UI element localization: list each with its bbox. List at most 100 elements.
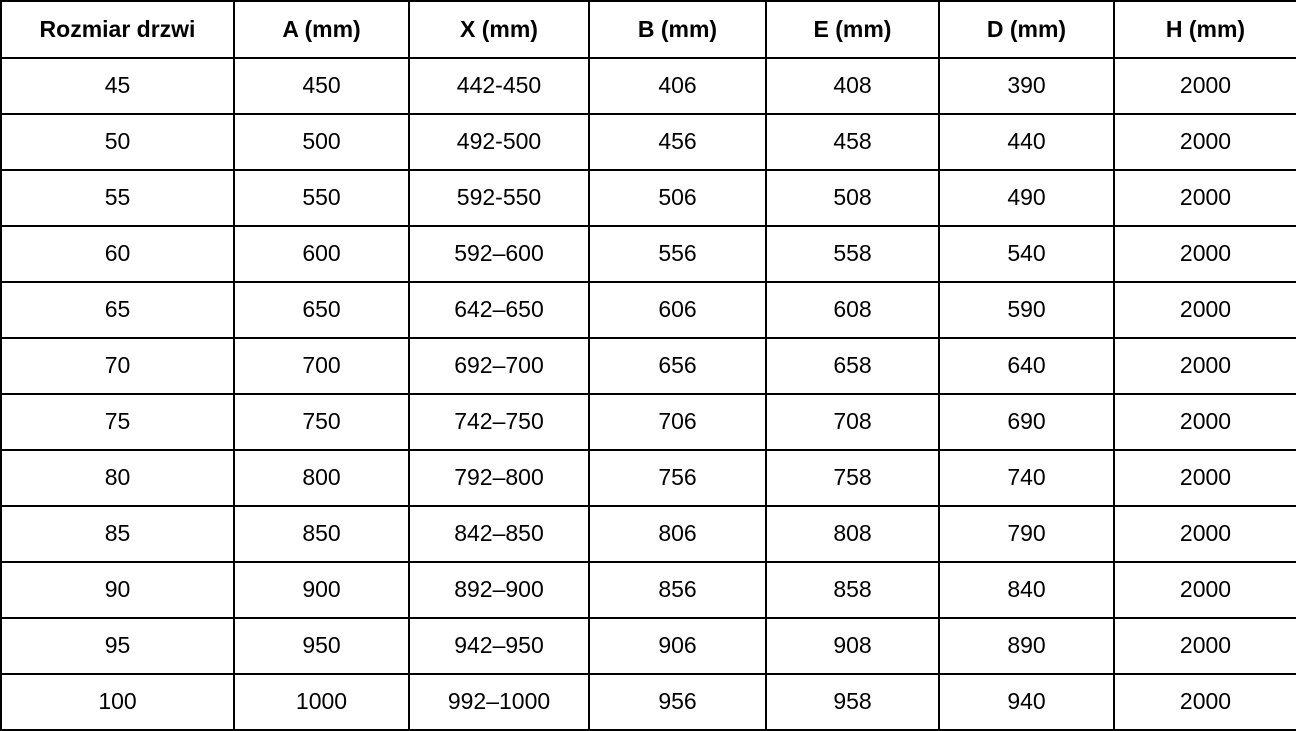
table-cell: 50 <box>0 113 235 171</box>
table-body: 45 450 442-450 406 408 390 2000 50 500 492-500 456… <box>0 57 1296 731</box>
table-cell: 740 <box>938 449 1115 507</box>
table-cell: 558 <box>765 225 940 283</box>
table-cell: 492-500 <box>408 113 590 171</box>
table-cell: 75 <box>0 393 235 451</box>
table-cell: 1000 <box>233 673 410 731</box>
table-row: 75 750 742–750 706 708 690 2000 <box>0 393 1296 451</box>
table-cell: 80 <box>0 449 235 507</box>
column-header: B (mm) <box>588 0 767 59</box>
table-cell: 642–650 <box>408 281 590 339</box>
table-cell: 2000 <box>1113 169 1296 227</box>
table-cell: 85 <box>0 505 235 563</box>
column-header: D (mm) <box>938 0 1115 59</box>
table-cell: 650 <box>233 281 410 339</box>
table-row: 60 600 592–600 556 558 540 2000 <box>0 225 1296 283</box>
table-cell: 640 <box>938 337 1115 395</box>
table-cell: 608 <box>765 281 940 339</box>
table-cell: 908 <box>765 617 940 675</box>
table-cell: 850 <box>233 505 410 563</box>
table-cell: 440 <box>938 113 1115 171</box>
table-cell: 790 <box>938 505 1115 563</box>
table-cell: 592-550 <box>408 169 590 227</box>
table-cell: 892–900 <box>408 561 590 619</box>
table-row: 70 700 692–700 656 658 640 2000 <box>0 337 1296 395</box>
table-cell: 2000 <box>1113 57 1296 115</box>
table-cell: 2000 <box>1113 561 1296 619</box>
table-cell: 390 <box>938 57 1115 115</box>
table-cell: 2000 <box>1113 225 1296 283</box>
table-cell: 2000 <box>1113 673 1296 731</box>
table-cell: 500 <box>233 113 410 171</box>
table-cell: 840 <box>938 561 1115 619</box>
table-cell: 690 <box>938 393 1115 451</box>
table-row: 45 450 442-450 406 408 390 2000 <box>0 57 1296 115</box>
table-cell: 65 <box>0 281 235 339</box>
table-cell: 700 <box>233 337 410 395</box>
table-cell: 450 <box>233 57 410 115</box>
table-cell: 750 <box>233 393 410 451</box>
table-cell: 2000 <box>1113 505 1296 563</box>
table-cell: 758 <box>765 449 940 507</box>
table-cell: 956 <box>588 673 767 731</box>
table-cell: 90 <box>0 561 235 619</box>
column-header: H (mm) <box>1113 0 1296 59</box>
table-row: 55 550 592-550 506 508 490 2000 <box>0 169 1296 227</box>
column-header: A (mm) <box>233 0 410 59</box>
table-cell: 692–700 <box>408 337 590 395</box>
table-cell: 2000 <box>1113 449 1296 507</box>
table-cell: 708 <box>765 393 940 451</box>
table-row: 50 500 492-500 456 458 440 2000 <box>0 113 1296 171</box>
table-header: Rozmiar drzwi A (mm) X (mm) B (mm) E (mm) D (… <box>0 0 1296 59</box>
table-cell: 806 <box>588 505 767 563</box>
table-row: 85 850 842–850 806 808 790 2000 <box>0 505 1296 563</box>
column-header: Rozmiar drzwi <box>0 0 235 59</box>
table-cell: 408 <box>765 57 940 115</box>
table-cell: 556 <box>588 225 767 283</box>
table-cell: 100 <box>0 673 235 731</box>
table-cell: 800 <box>233 449 410 507</box>
header-row: Rozmiar drzwi A (mm) X (mm) B (mm) E (mm) D (… <box>0 0 1296 59</box>
table-cell: 550 <box>233 169 410 227</box>
table-cell: 456 <box>588 113 767 171</box>
table-cell: 2000 <box>1113 113 1296 171</box>
table-cell: 656 <box>588 337 767 395</box>
table-cell: 590 <box>938 281 1115 339</box>
table-cell: 992–1000 <box>408 673 590 731</box>
table-cell: 942–950 <box>408 617 590 675</box>
table-cell: 906 <box>588 617 767 675</box>
table-cell: 60 <box>0 225 235 283</box>
table-cell: 890 <box>938 617 1115 675</box>
table-row: 80 800 792–800 756 758 740 2000 <box>0 449 1296 507</box>
table-cell: 2000 <box>1113 337 1296 395</box>
table-cell: 842–850 <box>408 505 590 563</box>
table-cell: 406 <box>588 57 767 115</box>
table-cell: 490 <box>938 169 1115 227</box>
table-cell: 900 <box>233 561 410 619</box>
table-row: 100 1000 992–1000 956 958 940 2000 <box>0 673 1296 731</box>
table-cell: 458 <box>765 113 940 171</box>
table-cell: 606 <box>588 281 767 339</box>
column-header: X (mm) <box>408 0 590 59</box>
table-cell: 70 <box>0 337 235 395</box>
table-cell: 540 <box>938 225 1115 283</box>
table-row: 95 950 942–950 906 908 890 2000 <box>0 617 1296 675</box>
table-row: 90 900 892–900 856 858 840 2000 <box>0 561 1296 619</box>
table-cell: 600 <box>233 225 410 283</box>
table-cell: 792–800 <box>408 449 590 507</box>
table-cell: 45 <box>0 57 235 115</box>
table-cell: 858 <box>765 561 940 619</box>
column-header: E (mm) <box>765 0 940 59</box>
table-cell: 940 <box>938 673 1115 731</box>
table-cell: 2000 <box>1113 393 1296 451</box>
table-cell: 958 <box>765 673 940 731</box>
table-cell: 55 <box>0 169 235 227</box>
table-cell: 508 <box>765 169 940 227</box>
table-cell: 2000 <box>1113 617 1296 675</box>
table-cell: 808 <box>765 505 940 563</box>
table-cell: 856 <box>588 561 767 619</box>
table-cell: 658 <box>765 337 940 395</box>
table-row: 65 650 642–650 606 608 590 2000 <box>0 281 1296 339</box>
table-cell: 2000 <box>1113 281 1296 339</box>
